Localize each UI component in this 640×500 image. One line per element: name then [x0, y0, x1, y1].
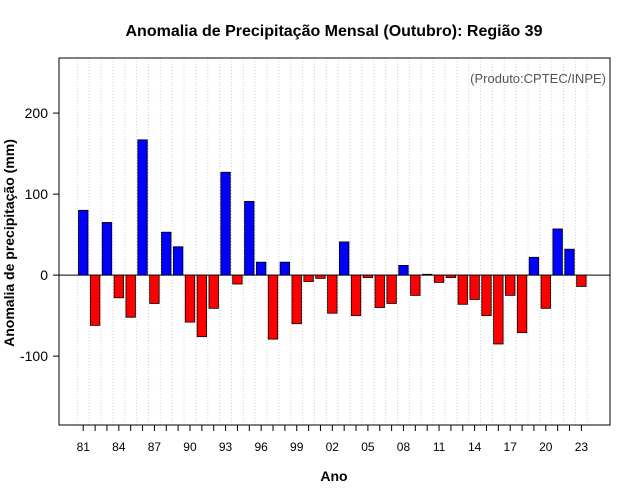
bar-1987	[149, 274, 160, 304]
bar-1985	[125, 274, 136, 318]
x-axis-title: Ano	[320, 468, 347, 484]
bar-2022	[564, 248, 575, 276]
chart-title: Anomalia de Precipitação Mensal (Outubro…	[126, 23, 543, 40]
plot-frame	[58, 57, 611, 426]
bar-2002	[327, 274, 338, 314]
x-tick-label: 02	[326, 440, 340, 454]
grid-lines	[76, 58, 588, 425]
bars	[78, 139, 587, 345]
bar-2015	[481, 274, 492, 317]
x-tick-label: 81	[77, 440, 91, 454]
x-tick-label: 05	[361, 440, 375, 454]
x-tick-label: 93	[219, 440, 233, 454]
bar-1995	[244, 200, 255, 276]
bar-2018	[516, 274, 528, 334]
x-tick-label: 84	[112, 440, 126, 454]
y-tick-label: 200	[25, 105, 49, 121]
y-tick-label: 0	[40, 267, 48, 283]
x-tick-label: 90	[183, 440, 197, 454]
y-axis-title: Anomalia de precipitação (mm)	[1, 139, 17, 347]
bar-2008	[398, 264, 409, 276]
bar-1983	[101, 222, 113, 276]
x-tick-label: 87	[148, 440, 162, 454]
bar-1994	[232, 274, 243, 285]
x-tick-label: 99	[290, 440, 304, 454]
bar-1989	[172, 246, 184, 276]
bar-2023	[576, 274, 587, 287]
bar-1990	[184, 274, 196, 323]
bar-1997	[267, 274, 279, 340]
bar-1998	[279, 261, 291, 276]
bar-1981	[78, 209, 89, 276]
bar-2003	[339, 241, 350, 276]
bar-2012	[445, 274, 457, 278]
bar-2009	[410, 274, 421, 296]
bar-1999	[291, 274, 302, 325]
bar-2004	[350, 274, 362, 317]
x-tick-label: 08	[397, 440, 411, 454]
x-tick-label: 20	[539, 440, 553, 454]
bar-2014	[469, 274, 480, 300]
product-credit: (Produto:CPTEC/INPE)	[470, 71, 606, 86]
x-tick-label: 23	[575, 440, 589, 454]
bar-1996	[255, 261, 267, 276]
x-tick-label: 11	[433, 440, 446, 454]
bar-2011	[433, 274, 445, 283]
bar-1988	[161, 231, 172, 276]
bar-1992	[208, 274, 219, 309]
x-tick-label: 17	[504, 440, 518, 454]
bar-2001	[315, 274, 326, 279]
bar-2019	[528, 256, 540, 276]
x-tick-label: 14	[468, 440, 482, 454]
bar-2006	[374, 274, 385, 308]
bar-2007	[386, 274, 397, 304]
bar-1986	[137, 139, 148, 276]
bar-2016	[493, 274, 504, 345]
y-tick-label: -100	[20, 348, 48, 364]
bar-1982	[89, 274, 101, 326]
bar-2000	[303, 274, 314, 283]
x-tick-label: 96	[254, 440, 268, 454]
bar-2010	[422, 273, 433, 276]
bar-1993	[220, 171, 231, 276]
y-tick-label: 100	[25, 186, 49, 202]
bar-1991	[196, 274, 208, 338]
bar-2005	[362, 274, 374, 278]
x-axis: 81 84 87 90 93 96 99 02 05 08 11 14 17 20 23	[77, 425, 589, 454]
y-axis: -100 0 100 200	[20, 105, 59, 364]
bar-2020	[540, 274, 551, 309]
bar-2021	[552, 228, 563, 276]
bar-1984	[113, 274, 124, 299]
bar-2013	[457, 274, 468, 305]
bar-2017	[505, 274, 516, 296]
